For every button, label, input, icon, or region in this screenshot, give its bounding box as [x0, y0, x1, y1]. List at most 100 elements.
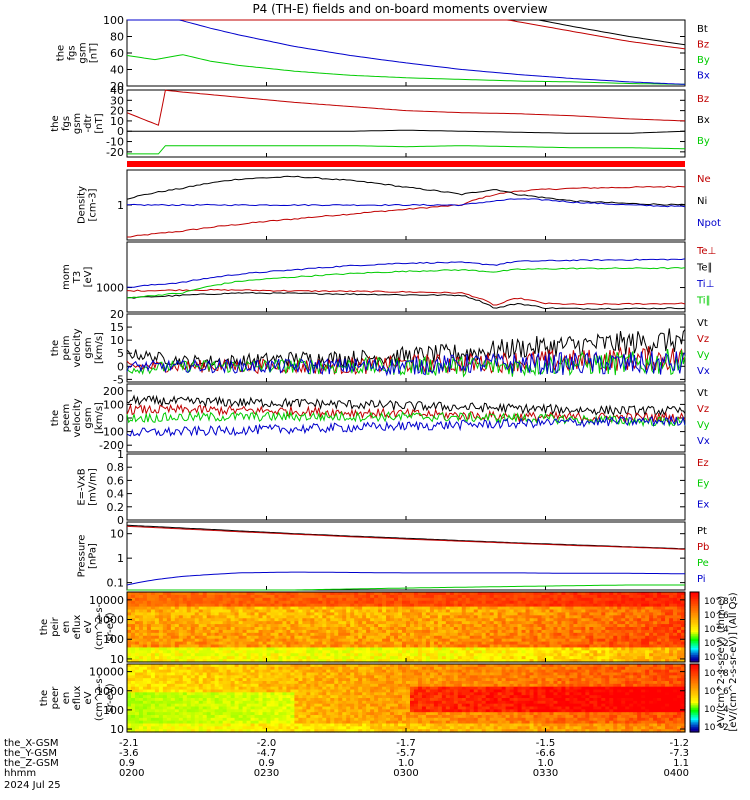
heatmap-cell [509, 644, 515, 649]
heatmap-cell [589, 653, 594, 657]
heatmap-cell [306, 700, 311, 705]
heatmap-cell [597, 644, 602, 649]
heatmap-cell [170, 709, 176, 713]
heatmap-cell [354, 659, 359, 663]
heatmap-cell [429, 594, 435, 599]
heatmap-cell [669, 600, 674, 605]
heatmap-cell [553, 600, 559, 605]
heatmap-cell [633, 606, 638, 611]
heatmap-cell [150, 695, 156, 699]
heatmap-cell [146, 621, 152, 625]
heatmap-cell [593, 629, 598, 634]
heatmap-cell [154, 644, 160, 649]
heatmap-cell [214, 603, 220, 608]
heatmap-cell [513, 594, 519, 599]
heatmap-cell [362, 644, 367, 649]
heatmap-cell [258, 635, 264, 640]
heatmap-cell [453, 650, 459, 654]
heatmap-cell [198, 597, 204, 602]
heatmap-cell [270, 629, 276, 634]
heatmap-cell [158, 659, 164, 663]
heatmap-cell [665, 632, 670, 637]
heatmap-cell [398, 600, 403, 605]
heatmap-cell [274, 629, 280, 634]
heatmap-cell [286, 678, 292, 682]
heatmap-cell [214, 698, 220, 702]
heatmap-cell [589, 647, 594, 651]
heatmap-cell [593, 618, 598, 622]
heatmap-cell [529, 650, 535, 654]
heatmap-cell [222, 597, 228, 602]
heatmap-cell [146, 594, 152, 599]
heatmap-cell [497, 609, 503, 614]
heatmap-cell [210, 683, 216, 688]
heatmap-cell [298, 618, 303, 622]
heatmap-cell [202, 669, 208, 674]
heatmap-cell [370, 600, 375, 605]
heatmap-cell [178, 627, 184, 631]
heatmap-cell [314, 647, 319, 651]
heatmap-cell [238, 726, 244, 730]
heatmap-cell [677, 656, 682, 660]
heatmap-cell [501, 659, 507, 663]
heatmap-cell [629, 603, 634, 608]
heatmap-cell [270, 606, 276, 611]
heatmap-cell [190, 638, 196, 643]
heatmap-cell [413, 606, 419, 611]
heatmap-cell [378, 650, 383, 654]
heatmap-cell [633, 594, 638, 599]
heatmap-cell [162, 717, 168, 722]
heatmap-cell [162, 664, 168, 668]
heatmap-cell [402, 615, 407, 619]
heatmap-cell [413, 594, 419, 599]
heatmap-cell [314, 700, 319, 705]
heatmap-cell [509, 600, 515, 605]
heatmap-cell [294, 698, 299, 702]
heatmap-cell [453, 621, 459, 625]
heatmap-cell [509, 656, 515, 660]
heatmap-cell [314, 592, 319, 596]
heatmap-cell [645, 612, 650, 616]
heatmap-cell [673, 644, 678, 649]
heatmap-cell [234, 594, 240, 599]
heatmap-cell [409, 653, 415, 657]
heatmap-cell [322, 594, 327, 599]
heatmap-cell [302, 720, 307, 725]
heatmap-cell [386, 621, 391, 625]
heatmap-cell [146, 706, 152, 710]
heatmap-cell [529, 656, 535, 660]
heatmap-cell [453, 656, 459, 660]
heatmap-cell [657, 621, 662, 625]
heatmap-cell [166, 686, 172, 691]
heatmap-cell [593, 624, 598, 628]
heatmap-cell [162, 700, 168, 705]
heatmap-cell [601, 653, 606, 657]
heatmap-cell [254, 618, 260, 622]
heatmap-cell [605, 594, 610, 599]
heatmap-cell [557, 592, 563, 596]
heatmap-cell [246, 653, 252, 657]
heatmap-cell [421, 606, 427, 611]
heatmap-cell [382, 638, 387, 643]
heatmap-cell [170, 618, 176, 622]
heatmap-cell [266, 653, 272, 657]
heatmap-cell [330, 647, 335, 651]
heatmap-cell [230, 666, 236, 671]
heatmap-cell [597, 624, 602, 628]
heatmap-cell [553, 627, 559, 631]
heatmap-cell [513, 635, 519, 640]
heatmap-cell [254, 669, 260, 674]
y-axis-label: fgs [61, 116, 72, 131]
heatmap-cell [409, 629, 415, 634]
heatmap-cell [346, 650, 351, 654]
heatmap-cell [246, 678, 252, 682]
heatmap-cell [130, 666, 136, 671]
heatmap-cell [565, 600, 571, 605]
heatmap-cell [481, 621, 487, 625]
heatmap-cell [338, 709, 343, 713]
heatmap-cell [334, 641, 339, 646]
heatmap-cell [669, 656, 674, 660]
heatmap-cell [485, 656, 491, 660]
heatmap-cell [569, 618, 574, 622]
heatmap-cell [234, 644, 240, 649]
